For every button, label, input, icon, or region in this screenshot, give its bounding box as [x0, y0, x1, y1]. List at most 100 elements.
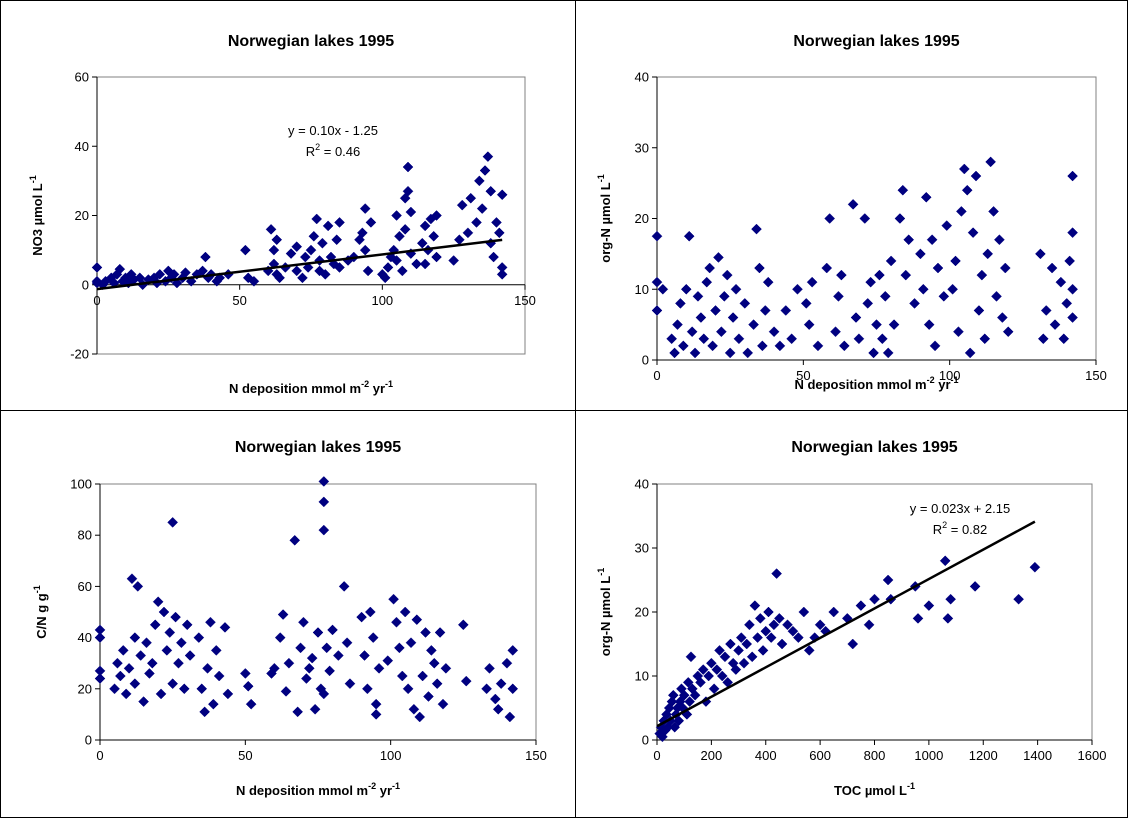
x-tick-label: 150	[525, 748, 547, 763]
data-point	[1055, 276, 1067, 288]
x-tick-label: 50	[238, 748, 252, 763]
data-point	[493, 227, 505, 239]
trendline-equation: y = 0.023x + 2.15	[910, 501, 1010, 516]
data-point	[396, 670, 408, 682]
data-point	[301, 673, 312, 684]
data-point	[155, 688, 167, 700]
data-point	[716, 670, 728, 682]
data-point	[507, 683, 519, 695]
data-point	[379, 272, 391, 284]
data-point	[792, 283, 803, 295]
data-point	[920, 191, 932, 203]
data-point	[359, 650, 370, 661]
data-point	[689, 689, 701, 701]
data-point	[786, 333, 797, 345]
data-point	[698, 333, 710, 345]
x-axis-label: TOC µmol L-1	[834, 781, 915, 798]
data-point	[440, 662, 452, 674]
data-point	[838, 340, 850, 352]
data-point	[710, 305, 721, 316]
plot-area	[96, 76, 526, 355]
data-point	[868, 347, 879, 359]
x-tick-label: 1000	[914, 748, 943, 763]
data-point	[495, 678, 507, 690]
data-point	[367, 632, 379, 643]
data-point	[730, 664, 742, 675]
data-point	[923, 600, 935, 611]
data-point	[417, 670, 428, 682]
x-tick-label: 1600	[1078, 748, 1107, 763]
data-point	[973, 305, 985, 316]
data-point	[697, 664, 709, 675]
data-point	[821, 262, 833, 274]
data-point	[462, 227, 474, 239]
data-point	[879, 290, 891, 302]
data-point	[465, 192, 477, 204]
data-point	[741, 638, 753, 650]
data-point	[967, 227, 979, 239]
data-point	[460, 675, 472, 687]
data-point	[713, 252, 724, 263]
data-point	[208, 698, 219, 710]
data-point	[431, 251, 442, 263]
x-tick-label: 1400	[1023, 748, 1052, 763]
chart-title: Norwegian lakes 1995	[228, 33, 394, 50]
data-point	[675, 298, 686, 309]
data-point	[319, 269, 331, 280]
data-point	[484, 662, 495, 674]
y-tick-label: -20	[70, 347, 89, 362]
data-point	[685, 651, 697, 663]
data-point	[762, 276, 774, 288]
data-point	[496, 189, 508, 201]
data-point	[748, 319, 759, 330]
data-point	[357, 227, 368, 239]
data-point	[473, 175, 485, 187]
data-point	[291, 265, 303, 277]
data-point	[428, 230, 440, 242]
data-point	[730, 283, 742, 295]
data-point	[721, 269, 733, 281]
data-point	[181, 619, 193, 631]
y-tick-label: 60	[78, 579, 92, 594]
x-axis-label: N deposition mmol m-2 yr-1	[794, 375, 958, 392]
data-point	[994, 234, 1005, 246]
x-tick-label: 800	[864, 748, 886, 763]
x-axis-label: N deposition mmol m-2 yr-1	[229, 379, 393, 396]
data-point	[274, 272, 285, 284]
data-point	[1013, 593, 1024, 605]
data-point	[1061, 298, 1073, 309]
x-tick-label: 400	[755, 748, 777, 763]
data-point	[926, 234, 938, 246]
data-point	[419, 220, 431, 232]
data-point	[991, 290, 1002, 302]
data-point	[344, 678, 356, 690]
data-point	[853, 333, 865, 345]
chart-panel-2: Norwegian lakes 1995 0 10 20 30 40 0 50 100 150 N …	[596, 33, 1107, 392]
data-point	[798, 606, 810, 618]
y-tick-label: 40	[78, 630, 92, 645]
data-point	[416, 237, 428, 249]
data-point	[711, 664, 723, 675]
y-tick-label: 100	[70, 477, 92, 492]
x-tick-label: 50	[796, 368, 810, 383]
data-point	[768, 326, 780, 338]
data-point	[283, 657, 295, 669]
data-point	[200, 251, 211, 263]
data-point	[114, 670, 126, 682]
data-point	[132, 581, 144, 592]
data-point	[359, 203, 371, 214]
data-point	[364, 606, 376, 618]
data-point	[129, 632, 141, 643]
data-point	[961, 184, 973, 196]
data-point	[362, 265, 374, 277]
x-tick-label: 50	[232, 293, 246, 308]
data-point	[970, 170, 982, 182]
data-point	[942, 613, 954, 624]
data-point	[370, 698, 382, 710]
x-tick-label: 150	[1085, 368, 1107, 383]
data-point	[482, 151, 494, 162]
data-point	[1067, 312, 1078, 323]
data-point	[682, 677, 694, 688]
